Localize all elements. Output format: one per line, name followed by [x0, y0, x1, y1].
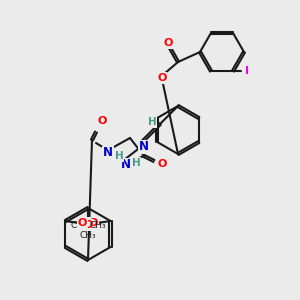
Text: O: O: [157, 159, 167, 169]
Text: O: O: [83, 220, 93, 230]
Text: CH₃: CH₃: [70, 220, 87, 230]
Text: CH₃: CH₃: [89, 220, 106, 230]
Text: O: O: [78, 218, 87, 228]
Text: H: H: [132, 158, 140, 168]
Text: H: H: [115, 151, 123, 161]
Text: O: O: [97, 116, 107, 126]
Text: O: O: [157, 73, 167, 83]
Text: O: O: [163, 38, 173, 48]
Text: CH₃: CH₃: [80, 232, 96, 241]
Text: N: N: [121, 158, 131, 172]
Text: I: I: [245, 66, 249, 76]
Text: N: N: [103, 146, 113, 160]
Text: O: O: [89, 218, 98, 228]
Text: N: N: [139, 140, 149, 154]
Text: H: H: [148, 117, 156, 127]
